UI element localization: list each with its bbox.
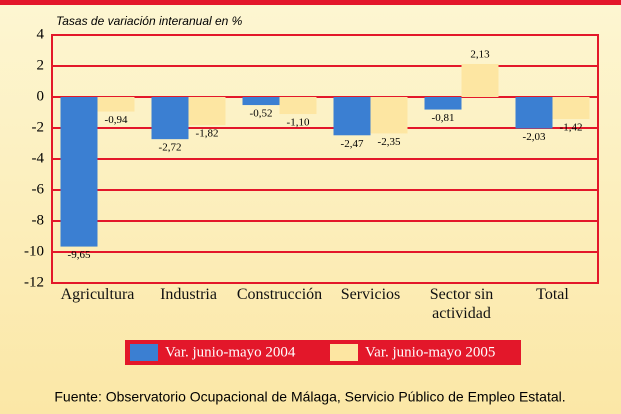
data-label: 2,13 — [470, 49, 490, 61]
bar — [60, 97, 98, 247]
legend-label: Var. junio-mayo 2004 — [165, 344, 296, 360]
x-tick-label: Sector sin actividad — [429, 286, 494, 322]
data-label: -2,03 — [523, 131, 546, 143]
data-label: -1,10 — [287, 117, 310, 129]
y-tick-label: 2 — [37, 57, 45, 73]
bar — [242, 97, 280, 106]
y-tick-label: -12 — [24, 274, 44, 290]
data-label: -0,81 — [432, 112, 455, 124]
plot-border — [51, 34, 599, 284]
bar — [370, 97, 408, 134]
x-tick-label: Industria — [160, 286, 217, 303]
data-label: -1,42 — [560, 122, 583, 134]
data-label: -0,52 — [250, 108, 273, 120]
x-tick-label: Agricultura — [60, 286, 135, 303]
y-tick-label: 4 — [37, 26, 45, 42]
x-tick-label: Servicios — [340, 286, 401, 303]
bar — [552, 97, 590, 120]
bar — [279, 97, 317, 115]
bar — [424, 97, 462, 110]
y-tick-label: 0 — [37, 88, 45, 104]
source: Fuente: Observatorio Ocupacional de Mála… — [54, 389, 565, 405]
data-label: -1,82 — [196, 128, 219, 140]
legend-label: Var. junio-mayo 2005 — [365, 344, 495, 360]
bar — [333, 97, 371, 136]
legend-swatch — [330, 344, 358, 361]
chart-title: Tasas de variación interanual en % — [56, 14, 243, 28]
top-stripe — [0, 0, 621, 5]
y-tick-label: -4 — [32, 150, 45, 166]
y-tick-label: -2 — [32, 119, 45, 135]
x-tick-label: Total — [536, 286, 569, 303]
bar — [515, 97, 553, 129]
legend-box — [125, 340, 521, 365]
x-tick-label: Construcción — [236, 286, 323, 303]
y-tick-label: -10 — [24, 243, 44, 259]
data-label: -9,65 — [68, 249, 91, 261]
y-tick-label: -6 — [32, 181, 45, 197]
data-label: -0,94 — [105, 114, 128, 126]
legend-swatch — [130, 344, 158, 361]
data-label: -2,47 — [341, 138, 364, 150]
data-label: -2,72 — [159, 142, 182, 154]
bar — [151, 97, 189, 140]
bar — [461, 63, 499, 97]
bar — [188, 97, 226, 126]
y-tick-label: -8 — [32, 212, 45, 228]
bar — [97, 97, 135, 112]
data-label: -2,35 — [378, 136, 401, 148]
